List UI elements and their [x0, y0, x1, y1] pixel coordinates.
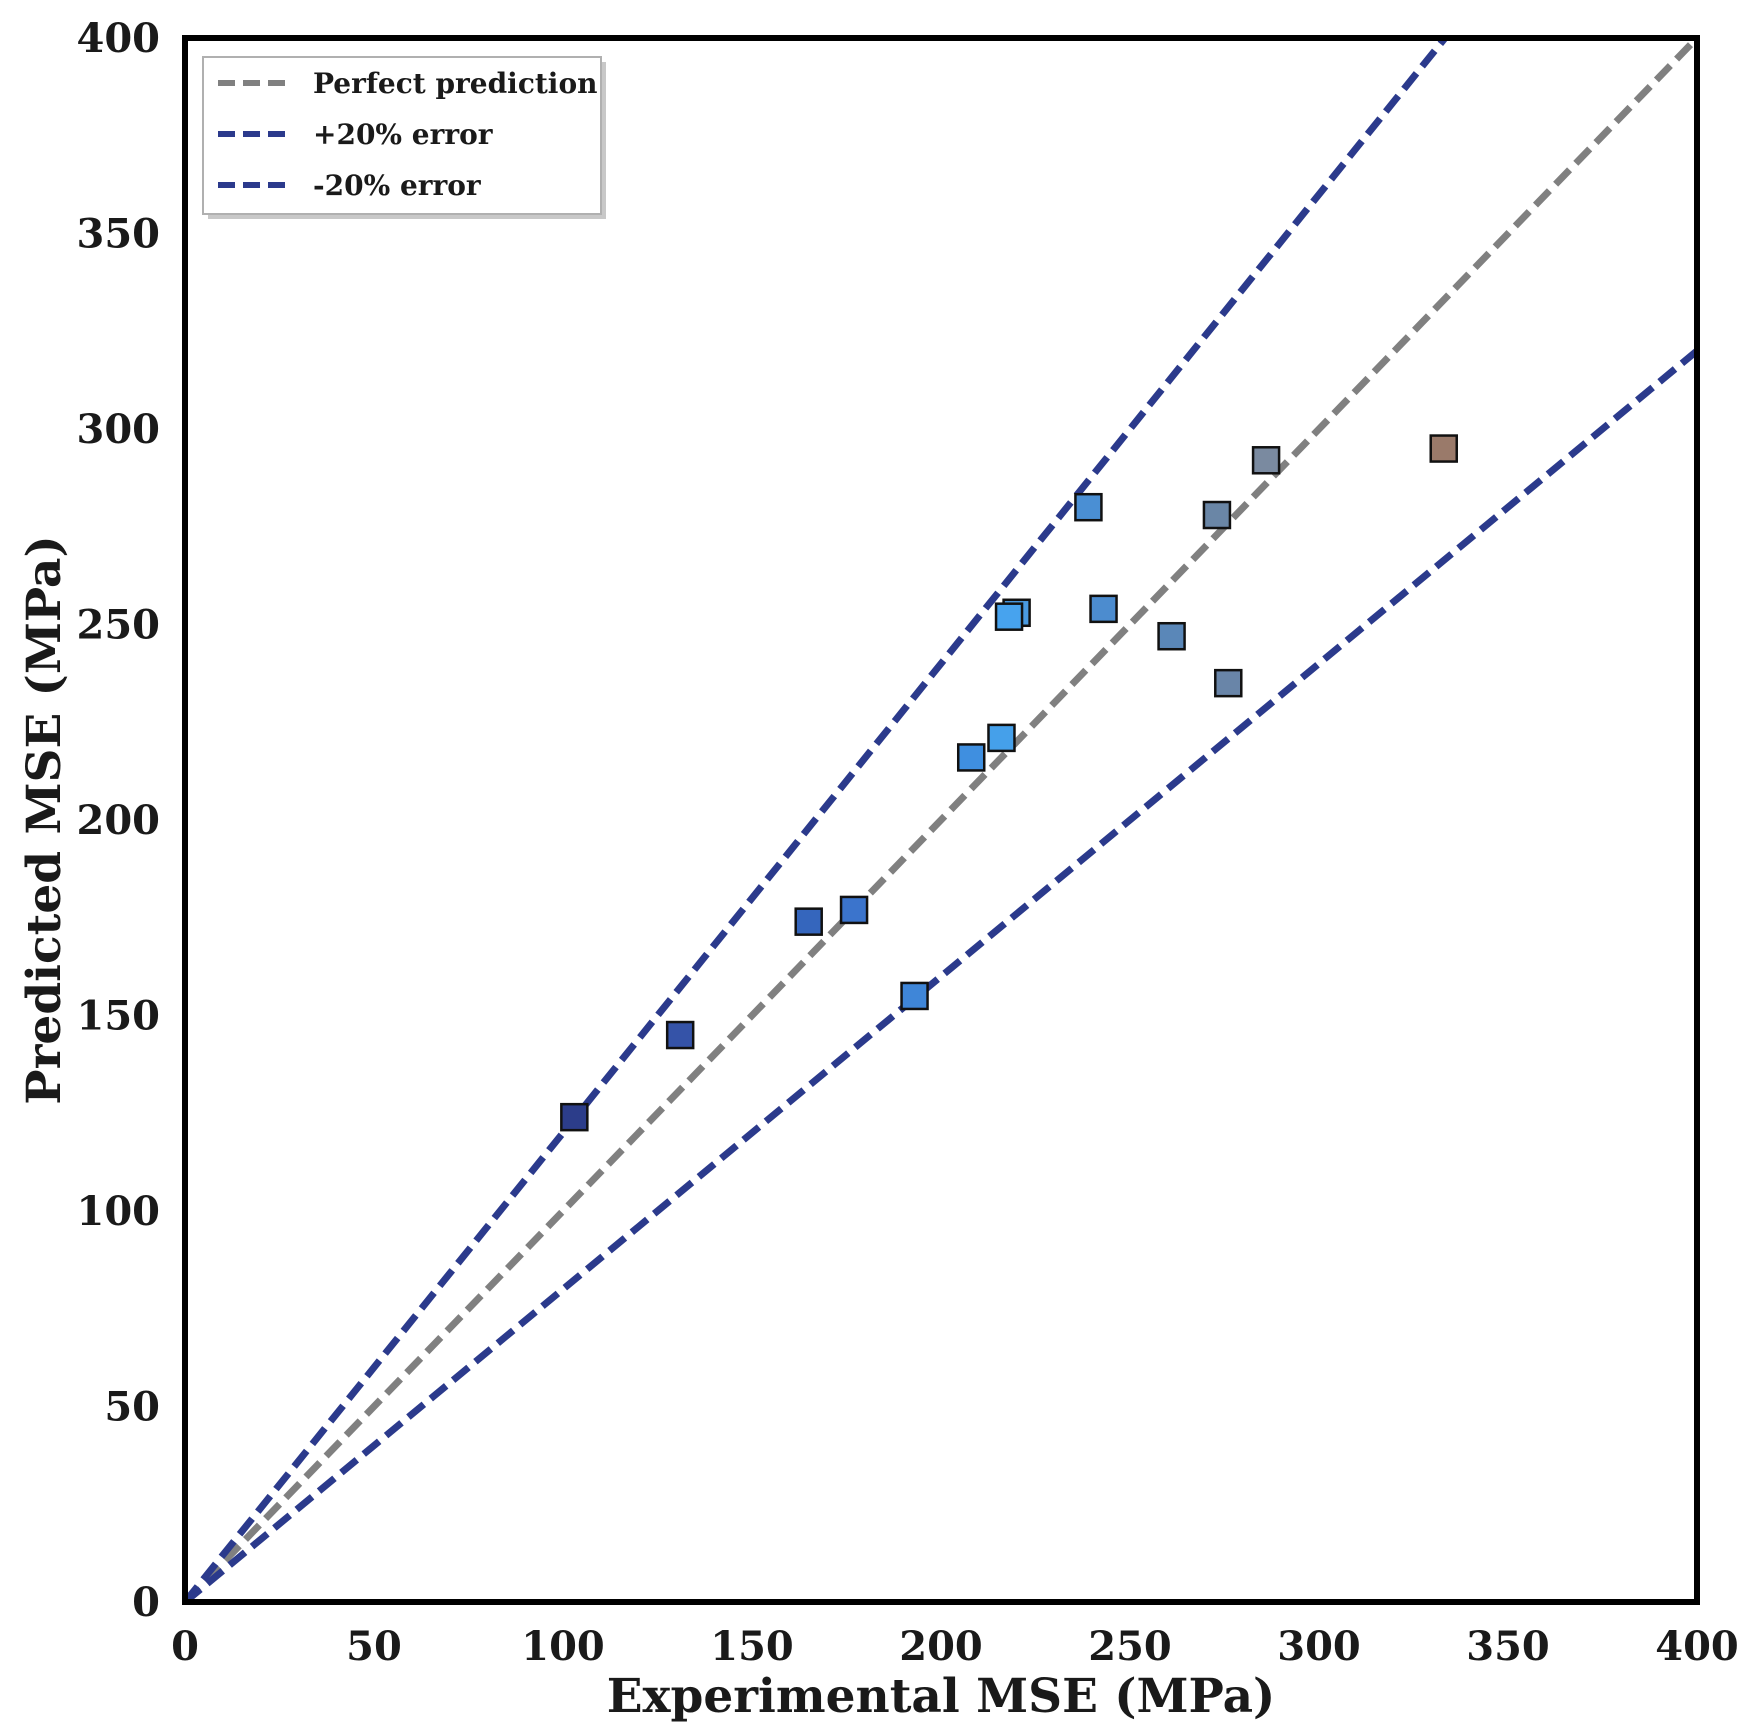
y-tick-label: 150	[77, 993, 161, 1040]
y-tick-label: 350	[77, 211, 161, 258]
data-point	[839, 895, 869, 925]
x-tick-label: 350	[1466, 1623, 1550, 1670]
x-tick-label: 0	[171, 1623, 199, 1670]
legend-label: +20% error	[313, 118, 494, 151]
perfect-prediction-line	[185, 38, 1697, 1602]
data-point	[1157, 621, 1186, 651]
x-tick-label: 150	[710, 1623, 794, 1670]
data-point	[665, 1020, 695, 1050]
x-axis-title: Experimental MSE (MPa)	[607, 1669, 1276, 1724]
y-tick-label: 100	[77, 1188, 161, 1235]
y-tick-label: 400	[77, 15, 161, 62]
data-point	[956, 743, 986, 772]
data-point	[1429, 434, 1458, 463]
y-axis-title: Predicted MSE (MPa)	[17, 535, 72, 1104]
y-tick-label: 0	[132, 1579, 160, 1626]
data-point	[794, 907, 823, 936]
x-tick-label: 400	[1655, 1623, 1738, 1670]
legend-label: -20% error	[313, 169, 482, 202]
x-axis-ticks: 0 50 100 150 200 250 300 350 400	[171, 1623, 1738, 1670]
legend-label: Perfect prediction	[313, 67, 597, 100]
legend-items: Perfect prediction +20% error -20% error	[218, 67, 597, 202]
x-tick-label: 250	[1088, 1623, 1172, 1670]
data-point	[1202, 500, 1232, 530]
x-tick-label: 200	[899, 1623, 983, 1670]
legend: Perfect prediction +20% error -20% error	[202, 56, 606, 219]
plot-frame	[182, 35, 1700, 1605]
data-point	[1074, 492, 1103, 522]
y-axis-ticks: 0 50 100 150 200 250 300 350 400	[77, 15, 161, 1626]
data-point	[560, 1102, 589, 1132]
x-tick-label: 100	[521, 1623, 605, 1670]
minus-20-error-line	[185, 348, 1697, 1602]
data-point	[900, 981, 929, 1011]
data-point	[994, 602, 1024, 631]
plus-20-error-line	[185, 38, 1448, 1602]
data-point	[987, 723, 1016, 753]
data-point	[1214, 668, 1243, 698]
y-tick-label: 250	[77, 602, 161, 649]
y-tick-label: 200	[77, 797, 161, 844]
data-points	[560, 434, 1458, 1132]
y-tick-label: 50	[104, 1384, 160, 1431]
x-tick-label: 300	[1277, 1623, 1361, 1670]
data-point	[1251, 446, 1281, 475]
data-point	[1089, 594, 1118, 624]
reference-lines	[185, 38, 1697, 1602]
y-tick-label: 300	[77, 406, 161, 453]
x-tick-label: 50	[346, 1623, 402, 1670]
